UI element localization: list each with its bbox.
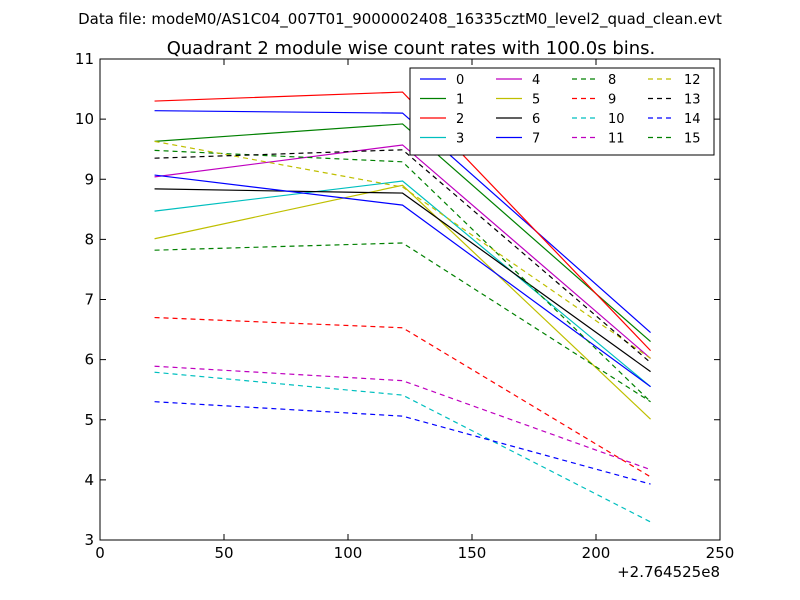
legend-label: 9 [608, 93, 616, 108]
x-tick-label: 50 [214, 544, 233, 562]
series-line-8 [154, 149, 651, 403]
series-line-11 [154, 365, 651, 471]
series-line-4 [154, 144, 651, 359]
y-tick-label: 6 [84, 351, 94, 369]
series-line-13 [154, 149, 651, 364]
supertitle: Data file: modeM0/AS1C04_007T01_90000024… [78, 10, 722, 29]
series-line-14 [154, 401, 651, 485]
legend-label: 2 [456, 112, 464, 127]
x-tick-label: 0 [95, 544, 105, 562]
x-offset-label: +2.764525e8 [617, 563, 720, 581]
legend-item-4: 4 [496, 73, 540, 88]
legend-label: 7 [532, 132, 540, 147]
legend-label: 15 [684, 132, 701, 147]
series-line-2 [154, 91, 651, 352]
legend-label: 0 [456, 73, 464, 88]
series-line-5 [154, 184, 651, 420]
legend-label: 12 [684, 73, 701, 88]
legend-item-15: 15 [648, 132, 701, 147]
legend-item-2: 2 [420, 112, 464, 127]
legend-label: 11 [608, 132, 625, 147]
legend-item-10: 10 [572, 112, 625, 127]
y-tick-label: 10 [75, 110, 94, 128]
legend-item-1: 1 [420, 93, 464, 108]
y-tick-label: 8 [84, 230, 94, 248]
legend-item-12: 12 [648, 73, 701, 88]
x-tick-label: 250 [706, 544, 735, 562]
legend-label: 13 [684, 93, 701, 108]
legend-box [409, 67, 715, 156]
series-line-10 [154, 371, 651, 523]
legend-label: 10 [608, 112, 625, 127]
legend-item-7: 7 [496, 132, 540, 147]
series-line-9 [154, 316, 651, 478]
series-line-12 [154, 140, 651, 359]
x-tick-label: 200 [582, 544, 611, 562]
legend-label: 3 [456, 132, 464, 147]
legend-item-6: 6 [496, 112, 540, 127]
series-line-15 [154, 242, 651, 403]
series-line-0 [154, 110, 651, 334]
series-line-1 [154, 123, 651, 343]
legend-label: 4 [532, 73, 540, 88]
y-tick-label: 7 [84, 291, 94, 309]
y-tick-label: 11 [75, 50, 94, 68]
y-tick-label: 9 [84, 170, 94, 188]
series-line-7 [154, 174, 651, 388]
legend-label: 5 [532, 93, 540, 108]
legend-label: 6 [532, 112, 540, 127]
legend-label: 1 [456, 93, 464, 108]
y-tick-label: 5 [84, 411, 94, 429]
legend-label: 8 [608, 73, 616, 88]
legend-item-14: 14 [648, 112, 701, 127]
x-tick-label: 100 [334, 544, 363, 562]
legend-label: 14 [684, 112, 701, 127]
legend-item-9: 9 [572, 93, 616, 108]
y-tick-label: 3 [84, 531, 94, 549]
legend-item-11: 11 [572, 132, 625, 147]
plot-area: 0 50 100 150 200 2503456789101101234567891011… [75, 50, 734, 562]
y-tick-label: 4 [84, 471, 94, 489]
series-line-3 [154, 180, 651, 388]
legend-item-5: 5 [496, 93, 540, 108]
x-tick-label: 150 [458, 544, 487, 562]
legend-item-0: 0 [420, 73, 464, 88]
legend-item-3: 3 [420, 132, 464, 147]
chart-title: Quadrant 2 module wise count rates with … [167, 38, 656, 59]
series-line-6 [154, 188, 651, 373]
legend-item-8: 8 [572, 73, 616, 88]
legend-item-13: 13 [648, 93, 701, 108]
